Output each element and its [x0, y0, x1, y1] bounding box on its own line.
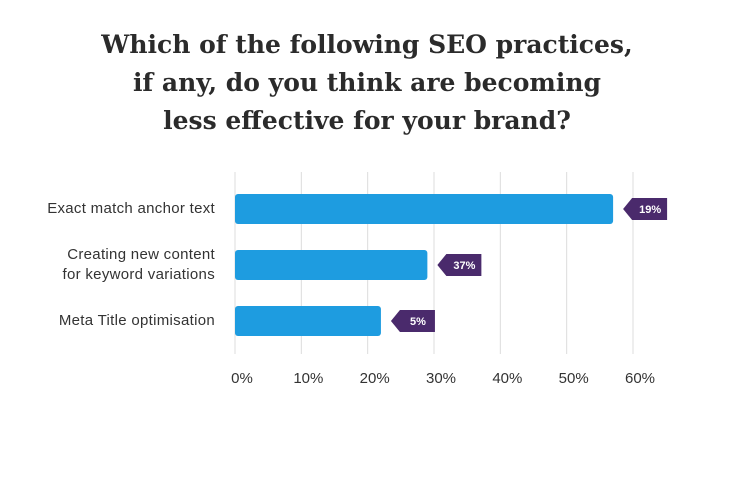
bar	[235, 250, 428, 280]
callout-label: 19%	[639, 204, 661, 216]
x-tick-label: 40%	[492, 370, 522, 387]
category-label: Creating new content for keyword variati…	[62, 246, 215, 283]
x-tick-label: 60%	[625, 370, 655, 387]
bar	[235, 194, 614, 224]
category-label: Meta Title optimisation	[58, 312, 215, 329]
x-tick-label: 20%	[360, 370, 390, 387]
x-tick-label: 50%	[559, 370, 589, 387]
x-tick-label: 10%	[293, 370, 323, 387]
x-tick-label: 0%	[231, 370, 253, 387]
callout-label: 5%	[410, 316, 426, 328]
callout-tag	[623, 198, 668, 220]
category-label: Exact match anchor text	[47, 200, 215, 217]
callout-label: 37%	[453, 260, 475, 272]
callout-tag	[390, 310, 435, 332]
bar	[235, 306, 381, 336]
x-tick-label: 30%	[426, 370, 456, 387]
chart-title: Which of the following SEO practices, if…	[101, 30, 633, 135]
callout-tag	[437, 254, 482, 276]
